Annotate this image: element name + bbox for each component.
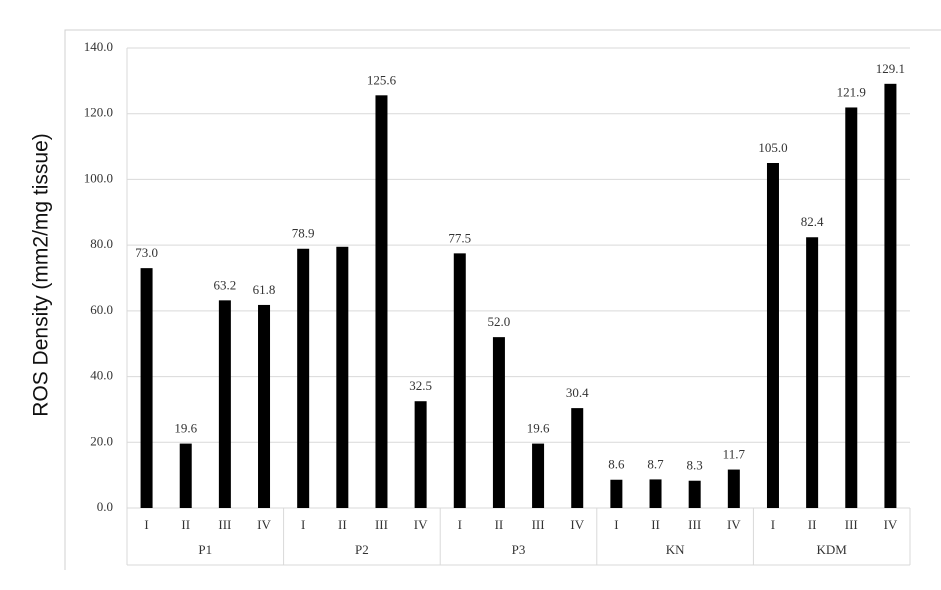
- bar: [649, 479, 662, 508]
- group-label: KN: [666, 542, 685, 557]
- x-tick-label: IV: [884, 517, 898, 532]
- bar: [806, 237, 819, 508]
- value-label: 125.6: [367, 72, 397, 87]
- x-tick-label: III: [845, 517, 858, 532]
- value-label: 8.3: [687, 458, 703, 473]
- bar: [375, 95, 388, 509]
- x-tick-label: IV: [727, 517, 741, 532]
- bar: [571, 408, 584, 508]
- x-tick-label: IV: [257, 517, 271, 532]
- value-label: 129.1: [876, 61, 905, 76]
- value-label: 19.6: [527, 421, 550, 436]
- value-label: 77.5: [448, 230, 471, 245]
- value-label: 52.0: [488, 314, 511, 329]
- bar: [727, 469, 740, 508]
- x-tick-label: III: [375, 517, 388, 532]
- x-tick-label: II: [651, 517, 660, 532]
- x-tick-label: III: [688, 517, 701, 532]
- bar: [297, 248, 310, 508]
- value-label: 8.7: [647, 456, 664, 471]
- group-label: P3: [512, 542, 526, 557]
- x-tick-label: I: [301, 517, 305, 532]
- bar: [532, 443, 545, 508]
- x-tick-label: IV: [414, 517, 428, 532]
- y-tick-label: 140.0: [84, 39, 113, 54]
- value-label: 19.6: [174, 421, 197, 436]
- x-tick-label: I: [458, 517, 462, 532]
- y-tick-label: 100.0: [84, 170, 113, 185]
- x-tick-label: I: [771, 517, 775, 532]
- bar: [884, 83, 897, 509]
- bar: [766, 163, 779, 508]
- group-label: P2: [355, 542, 369, 557]
- bar: [218, 300, 231, 508]
- bar: [258, 304, 271, 508]
- bar: [492, 337, 505, 508]
- x-tick-label: I: [614, 517, 618, 532]
- x-tick-label: II: [181, 517, 190, 532]
- bar: [336, 246, 349, 509]
- x-tick-label: II: [338, 517, 347, 532]
- chart-frame: [64, 29, 941, 570]
- y-tick-label: 40.0: [90, 368, 113, 383]
- value-label: 32.5: [409, 378, 432, 393]
- group-label: P1: [198, 542, 212, 557]
- bar: [610, 479, 623, 508]
- y-axis-title: ROS Density (mm2/mg tissue): [30, 133, 53, 417]
- x-tick-label: I: [144, 517, 148, 532]
- value-label: 82.4: [801, 214, 824, 229]
- bar: [453, 253, 466, 508]
- value-label: 61.8: [253, 282, 276, 297]
- group-label: KDM: [817, 542, 848, 557]
- y-tick-label: 80.0: [90, 236, 113, 251]
- x-tick-label: III: [218, 517, 231, 532]
- value-label: 11.7: [723, 447, 746, 462]
- value-label: 78.9: [292, 226, 315, 241]
- bar: [179, 443, 192, 508]
- bar: [140, 268, 153, 508]
- bar: [845, 107, 858, 508]
- x-tick-label: III: [532, 517, 545, 532]
- y-tick-label: 60.0: [90, 302, 113, 317]
- bar: [414, 401, 427, 508]
- x-tick-label: II: [808, 517, 817, 532]
- y-tick-label: 120.0: [84, 105, 113, 120]
- value-label: 63.2: [214, 277, 237, 292]
- value-label: 8.6: [608, 457, 625, 472]
- value-label: 73.0: [135, 245, 158, 260]
- x-tick-label: IV: [570, 517, 584, 532]
- x-tick-label: II: [495, 517, 504, 532]
- value-label: 30.4: [566, 385, 589, 400]
- y-tick-label: 20.0: [90, 433, 113, 448]
- bar: [688, 480, 701, 508]
- value-label: 105.0: [758, 140, 787, 155]
- value-label: 121.9: [837, 84, 866, 99]
- y-tick-label: 0.0: [97, 499, 113, 514]
